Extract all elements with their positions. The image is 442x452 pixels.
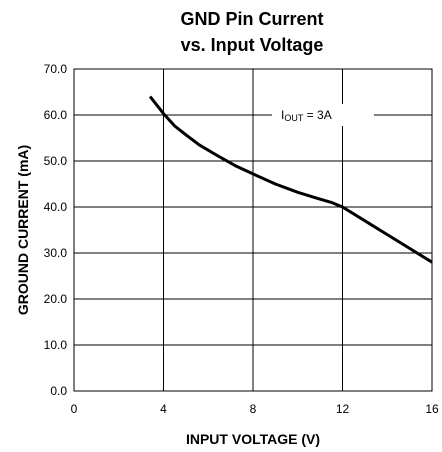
y-tick-labels: 0.0 10.0 20.0 30.0 40.0 50.0 60.0 70.0 xyxy=(44,62,68,398)
y-tick-label: 20.0 xyxy=(44,292,68,306)
y-tick-label: 0.0 xyxy=(50,384,67,398)
x-tick-label: 12 xyxy=(336,402,350,416)
annotation-label: IOUT = 3A xyxy=(281,108,332,123)
plot-frame xyxy=(73,68,433,392)
x-tick-label: 16 xyxy=(425,402,439,416)
y-tick-label: 60.0 xyxy=(44,108,68,122)
y-tick-label: 10.0 xyxy=(44,338,68,352)
y-axis-label: GROUND CURRENT (mA) xyxy=(15,145,31,315)
chart-title-line1: GND Pin Current xyxy=(180,9,323,29)
x-tick-label: 4 xyxy=(160,402,167,416)
series-group xyxy=(148,95,433,264)
x-tick-labels: 0 4 8 12 16 xyxy=(71,402,439,416)
y-tick-label: 50.0 xyxy=(44,154,68,168)
annotation-background xyxy=(272,104,374,126)
x-tick-label: 8 xyxy=(250,402,257,416)
y-tick-label: 70.0 xyxy=(44,62,68,76)
x-axis-label: INPUT VOLTAGE (V) xyxy=(186,431,320,447)
chart-title-line2: vs. Input Voltage xyxy=(181,35,324,55)
series-line xyxy=(148,95,433,264)
annotation: IOUT = 3A xyxy=(272,104,374,126)
y-tick-label: 40.0 xyxy=(44,200,68,214)
y-tick-label: 30.0 xyxy=(44,246,68,260)
x-tick-label: 0 xyxy=(71,402,78,416)
